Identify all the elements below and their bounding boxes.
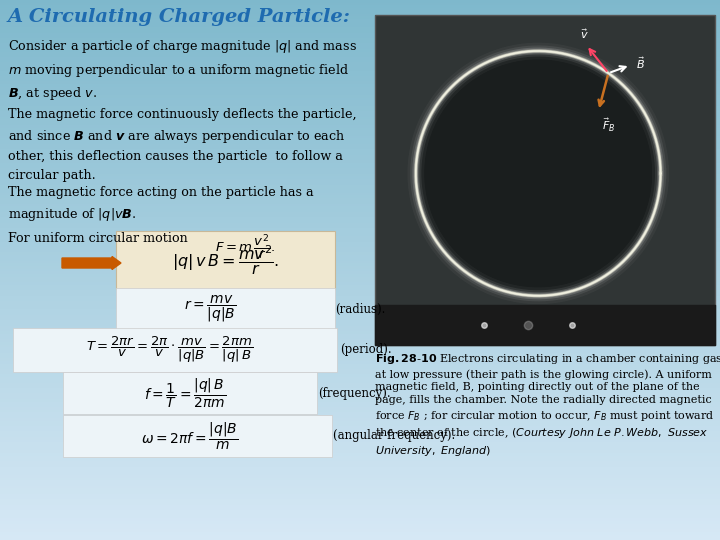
- Text: The magnetic force acting on the particle has a
magnitude of $|q|v\boldsymbol{B}: The magnetic force acting on the particl…: [8, 186, 314, 222]
- Text: (period).: (period).: [340, 343, 392, 356]
- Text: Consider a particle of charge magnitude $|q|$ and mass
$m$ moving perpendicular : Consider a particle of charge magnitude …: [8, 38, 357, 102]
- FancyBboxPatch shape: [116, 288, 335, 330]
- FancyBboxPatch shape: [63, 372, 317, 414]
- Text: $|q|\,v\,B = \dfrac{mv^2}{r}.$: $|q|\,v\,B = \dfrac{mv^2}{r}.$: [171, 243, 279, 277]
- Text: $T = \dfrac{2\pi r}{v} = \dfrac{2\pi}{v}\cdot\dfrac{mv}{|q|B} = \dfrac{2\pi m}{|: $T = \dfrac{2\pi r}{v} = \dfrac{2\pi}{v}…: [86, 335, 253, 365]
- Text: $\vec{v}$: $\vec{v}$: [580, 28, 589, 41]
- Text: The magnetic force continuously deflects the particle,
and since $\boldsymbol{B}: The magnetic force continuously deflects…: [8, 108, 356, 181]
- FancyBboxPatch shape: [116, 231, 335, 289]
- Text: For uniform circular motion: For uniform circular motion: [8, 232, 188, 245]
- Text: $F = m\,\dfrac{v^2}{r}.$: $F = m\,\dfrac{v^2}{r}.$: [215, 232, 275, 261]
- Text: $\omega = 2\pi f = \dfrac{|q|B}{m}$: $\omega = 2\pi f = \dfrac{|q|B}{m}$: [141, 420, 239, 451]
- Text: (angular frequency).: (angular frequency).: [333, 429, 455, 442]
- FancyArrow shape: [62, 256, 121, 269]
- Text: (frequency).: (frequency).: [318, 387, 391, 400]
- Text: (radius).: (radius).: [335, 302, 385, 315]
- Bar: [375, 15, 715, 345]
- Text: $r = \dfrac{mv}{|q|B}$: $r = \dfrac{mv}{|q|B}$: [184, 294, 236, 324]
- Text: $\vec{F}_B$: $\vec{F}_B$: [603, 116, 616, 134]
- FancyBboxPatch shape: [13, 328, 337, 372]
- Polygon shape: [419, 54, 657, 293]
- Text: A Circulating Charged Particle:: A Circulating Charged Particle:: [8, 8, 351, 26]
- FancyBboxPatch shape: [63, 415, 332, 457]
- Text: $\bf{Fig. 28\text{-}10}$ Electrons circulating in a chamber containing gas
at lo: $\bf{Fig. 28\text{-}10}$ Electrons circu…: [375, 352, 720, 458]
- Text: $\vec{B}$: $\vec{B}$: [636, 55, 645, 71]
- Text: $f = \dfrac{1}{T} = \dfrac{|q|\,B}{2\pi m}$: $f = \dfrac{1}{T} = \dfrac{|q|\,B}{2\pi …: [144, 376, 226, 410]
